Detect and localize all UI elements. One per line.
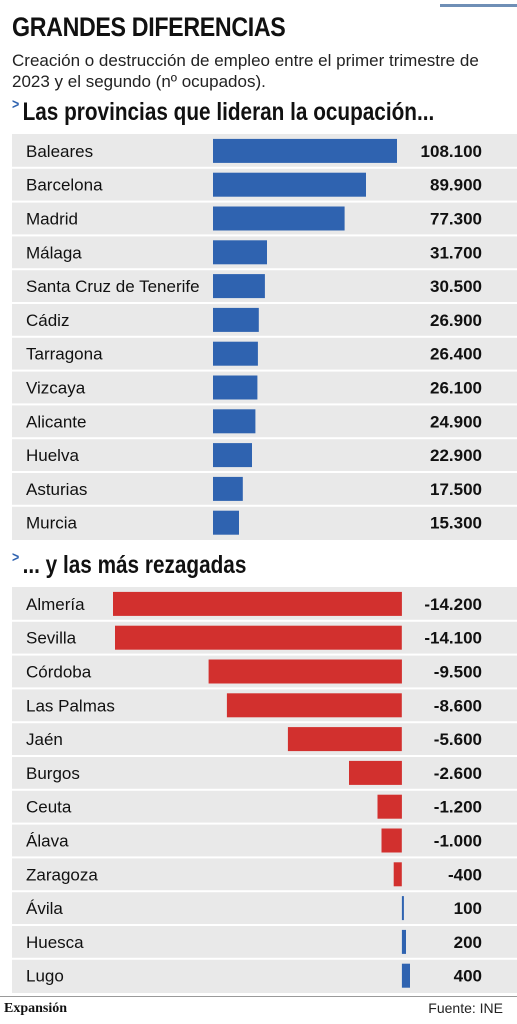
laggards-value-label: -1.000 [434, 832, 482, 851]
leaders-category-label: Huelva [26, 446, 79, 465]
leaders-value-label: 108.100 [421, 142, 482, 161]
section-heading-laggards: >... y las más rezagadas [12, 549, 246, 580]
laggards-bar [401, 929, 406, 954]
leaders-chart-panel: Baleares 108.100 Barcelona 89.900 Madrid 77.3… [12, 134, 517, 540]
chevron-right-icon: > [12, 549, 20, 566]
section-heading-leaders-text: Las provincias que lideran la ocupación.… [22, 98, 435, 126]
laggards-category-label: Álava [26, 832, 69, 851]
leaders-category-label: Murcia [26, 514, 78, 533]
leaders-bar-chart: Baleares 108.100 Barcelona 89.900 Madrid 77.3… [12, 138, 517, 535]
laggards-bar [349, 760, 402, 785]
laggards-value-label: -9.500 [434, 663, 482, 682]
laggards-bar [401, 963, 410, 988]
laggards-bar [393, 862, 402, 887]
footer-divider [0, 996, 517, 997]
leaders-category-label: Madrid [26, 210, 78, 229]
leaders-bar [213, 409, 256, 434]
laggards-category-label: Lugo [26, 967, 64, 986]
laggards-bar-chart: Almería -14.200 Sevilla -14.100 Córdoba -9.50… [12, 591, 517, 988]
laggards-category-label: Zaragoza [26, 865, 98, 884]
leaders-value-label: 26.400 [430, 345, 482, 364]
leaders-category-label: Vizcaya [26, 379, 86, 398]
leaders-bar [213, 138, 397, 163]
leaders-bar [213, 240, 267, 265]
chevron-right-icon: > [12, 96, 20, 113]
laggards-bar [226, 693, 402, 718]
leaders-bar [213, 443, 252, 468]
laggards-bar [401, 896, 404, 921]
laggards-category-label: Ávila [26, 899, 63, 918]
laggards-value-label: -5.600 [434, 730, 482, 749]
page-subtitle: Creación o destrucción de empleo entre e… [12, 51, 479, 91]
laggards-category-label: Las Palmas [26, 696, 115, 715]
leaders-bar [213, 510, 239, 535]
page-title: GRANDES DIFERENCIAS [12, 12, 286, 42]
leaders-category-label: Málaga [26, 243, 82, 262]
leaders-bar [213, 172, 366, 197]
leaders-category-label: Barcelona [26, 176, 103, 195]
leaders-category-label: Santa Cruz de Tenerife [26, 277, 200, 296]
leaders-value-label: 24.900 [430, 412, 482, 431]
leaders-category-label: Alicante [26, 412, 86, 431]
laggards-category-label: Almería [26, 595, 85, 614]
leaders-value-label: 15.300 [430, 514, 482, 533]
laggards-bar [381, 828, 402, 853]
laggards-bar [377, 794, 402, 819]
laggards-value-label: -400 [448, 865, 482, 884]
section-heading-laggards-text: ... y las más rezagadas [22, 551, 247, 579]
leaders-bar [213, 476, 243, 501]
laggards-category-label: Sevilla [26, 629, 77, 648]
laggards-category-label: Huesca [26, 933, 84, 952]
leaders-bar [213, 307, 259, 332]
laggards-category-label: Burgos [26, 764, 80, 783]
laggards-bar [208, 659, 402, 684]
leaders-value-label: 31.700 [430, 243, 482, 262]
leaders-bar [213, 274, 265, 299]
laggards-category-label: Jaén [26, 730, 63, 749]
leaders-bar [213, 341, 258, 366]
laggards-category-label: Ceuta [26, 798, 72, 817]
leaders-category-label: Cádiz [26, 311, 69, 330]
leaders-category-label: Tarragona [26, 345, 103, 364]
leaders-value-label: 26.900 [430, 311, 482, 330]
leaders-value-label: 22.900 [430, 446, 482, 465]
top-accent-rule [440, 4, 517, 7]
laggards-bar [287, 727, 402, 752]
source-note: Fuente: INE [428, 1000, 503, 1016]
leaders-category-label: Baleares [26, 142, 93, 161]
laggards-category-label: Córdoba [26, 663, 92, 682]
laggards-value-label: -2.600 [434, 764, 482, 783]
section-heading-leaders: > Las provincias que lideran la ocupación… [12, 96, 434, 127]
laggards-value-label: 100 [454, 899, 482, 918]
leaders-bar [213, 375, 258, 400]
laggards-value-label: -14.200 [424, 595, 482, 614]
laggards-value-label: 200 [454, 933, 482, 952]
laggards-value-label: -8.600 [434, 696, 482, 715]
laggards-chart-panel: Almería -14.200 Sevilla -14.100 Córdoba -9.50… [12, 587, 517, 993]
laggards-bar [113, 591, 402, 616]
leaders-value-label: 17.500 [430, 480, 482, 499]
leaders-value-label: 26.100 [430, 379, 482, 398]
leaders-value-label: 77.300 [430, 210, 482, 229]
leaders-category-label: Asturias [26, 480, 87, 499]
leaders-value-label: 89.900 [430, 176, 482, 195]
leaders-bar [213, 206, 345, 231]
laggards-value-label: -14.100 [424, 629, 482, 648]
laggards-value-label: -1.200 [434, 798, 482, 817]
laggards-value-label: 400 [454, 967, 482, 986]
laggards-bar [115, 625, 402, 650]
leaders-value-label: 30.500 [430, 277, 482, 296]
brand-logo: Expansión [4, 1001, 68, 1016]
